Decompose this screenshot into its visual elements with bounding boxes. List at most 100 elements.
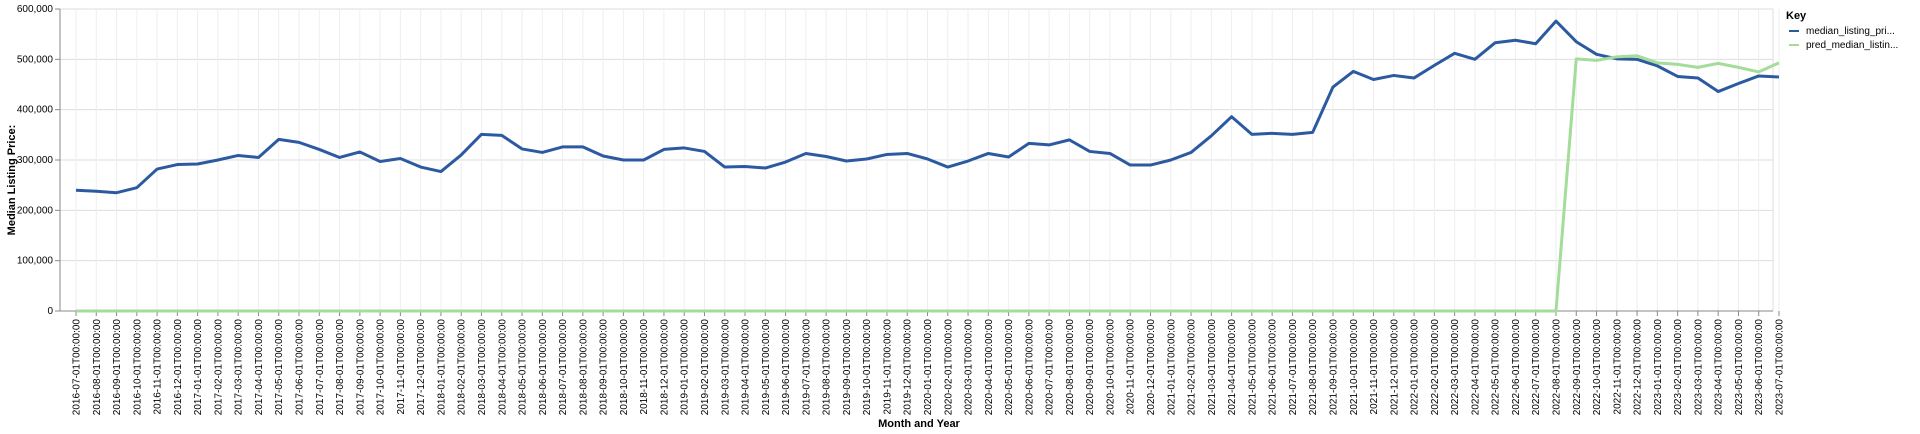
x-tick-label: 2018-10-01T00:00:00 xyxy=(619,319,630,416)
x-tick-label: 2022-09-01T00:00:00 xyxy=(1572,319,1583,416)
y-tick-label: 200,000 xyxy=(17,205,54,216)
series-line-1 xyxy=(75,19,1780,195)
x-tick-label: 2020-02-01T00:00:00 xyxy=(943,319,954,416)
x-tick-label: 2023-05-01T00:00:00 xyxy=(1734,319,1745,416)
x-tick-label: 2018-03-01T00:00:00 xyxy=(477,319,488,416)
y-axis-title: Median Listing Price: xyxy=(6,125,18,236)
x-tick-label: 2022-08-01T00:00:00 xyxy=(1551,319,1562,416)
x-tick-label: 2020-01-01T00:00:00 xyxy=(923,319,934,416)
x-tick-label: 2020-11-01T00:00:00 xyxy=(1126,319,1137,415)
x-tick-label: 2022-05-01T00:00:00 xyxy=(1491,319,1502,416)
x-tick-label: 2019-12-01T00:00:00 xyxy=(903,319,914,416)
x-tick-label: 2020-12-01T00:00:00 xyxy=(1146,319,1157,416)
x-tick-label: 2020-06-01T00:00:00 xyxy=(1024,319,1035,416)
x-tick-label: 2023-07-01T00:00:00 xyxy=(1775,319,1786,416)
y-tick-label: 100,000 xyxy=(17,256,54,267)
x-tick-label: 2021-10-01T00:00:00 xyxy=(1349,319,1360,416)
x-tick-label: 2016-10-01T00:00:00 xyxy=(132,319,143,416)
x-tick-label: 2022-11-01T00:00:00 xyxy=(1612,319,1623,415)
x-tick-label: 2019-02-01T00:00:00 xyxy=(700,319,711,416)
x-tick-label: 2018-09-01T00:00:00 xyxy=(599,319,610,416)
x-tick-label: 2022-06-01T00:00:00 xyxy=(1511,319,1522,416)
x-tick-label: 2019-06-01T00:00:00 xyxy=(781,319,792,416)
x-tick-label: 2021-12-01T00:00:00 xyxy=(1389,319,1400,416)
legend: Key median_listing_pri... pred_median_lis… xyxy=(1786,10,1898,51)
x-tick-label: 2017-06-01T00:00:00 xyxy=(295,319,306,416)
x-tick-label: 2018-02-01T00:00:00 xyxy=(457,319,468,416)
y-axis: 0 100,000 200,000 300,000 400,000 500,000 600,… xyxy=(17,4,61,317)
x-tick-label: 2018-01-01T00:00:00 xyxy=(436,319,447,416)
x-tick-label: 2017-03-01T00:00:00 xyxy=(234,319,245,416)
x-tick-label: 2023-02-01T00:00:00 xyxy=(1673,319,1684,416)
x-tick-label: 2022-04-01T00:00:00 xyxy=(1470,319,1481,416)
x-tick-label: 2017-12-01T00:00:00 xyxy=(416,319,427,416)
x-tick-label: 2018-08-01T00:00:00 xyxy=(578,319,589,416)
x-tick-label: 2022-12-01T00:00:00 xyxy=(1633,319,1644,416)
x-tick-label: 2021-02-01T00:00:00 xyxy=(1187,319,1198,416)
x-tick-label: 2018-07-01T00:00:00 xyxy=(558,319,569,416)
x-axis: 2016-07-01T00:00:00 2016-08-01T00:00:00 20… xyxy=(60,310,1786,416)
x-tick-label: 2023-04-01T00:00:00 xyxy=(1714,319,1725,416)
x-tick-label: 2021-06-01T00:00:00 xyxy=(1268,319,1279,416)
x-tick-label: 2019-05-01T00:00:00 xyxy=(761,319,772,416)
x-tick-label: 2017-04-01T00:00:00 xyxy=(254,319,265,416)
grid-lines xyxy=(60,8,1780,311)
x-tick-label: 2019-10-01T00:00:00 xyxy=(862,319,873,416)
x-tick-label: 2021-04-01T00:00:00 xyxy=(1227,319,1238,416)
x-tick-label: 2017-11-01T00:00:00 xyxy=(396,319,407,415)
x-tick-label: 2022-02-01T00:00:00 xyxy=(1430,319,1441,416)
y-tick-label: 0 xyxy=(47,306,53,317)
x-tick-label: 2022-07-01T00:00:00 xyxy=(1531,319,1542,416)
x-tick-label: 2018-04-01T00:00:00 xyxy=(497,319,508,416)
x-tick-label: 2021-11-01T00:00:00 xyxy=(1369,319,1380,415)
x-tick-label: 2022-03-01T00:00:00 xyxy=(1450,319,1461,416)
legend-label: pred_median_listin... xyxy=(1806,40,1898,51)
x-tick-label: 2020-10-01T00:00:00 xyxy=(1105,319,1116,416)
series-line-2 xyxy=(76,54,1780,313)
x-tick-label: 2021-07-01T00:00:00 xyxy=(1288,319,1299,416)
x-tick-label: 2018-12-01T00:00:00 xyxy=(659,319,670,416)
legend-title: Key xyxy=(1786,10,1807,22)
x-axis-title: Month and Year xyxy=(878,418,960,430)
x-tick-label: 2019-03-01T00:00:00 xyxy=(720,319,731,416)
x-tick-label: 2019-11-01T00:00:00 xyxy=(882,319,893,415)
x-tick-label: 2018-06-01T00:00:00 xyxy=(538,319,549,416)
x-tick-label: 2016-11-01T00:00:00 xyxy=(153,319,164,415)
x-tick-label: 2021-09-01T00:00:00 xyxy=(1328,319,1339,416)
x-tick-label: 2017-10-01T00:00:00 xyxy=(376,319,387,416)
x-tick-label: 2017-02-01T00:00:00 xyxy=(213,319,224,416)
x-tick-label: 2018-05-01T00:00:00 xyxy=(518,319,529,416)
x-tick-label: 2019-07-01T00:00:00 xyxy=(801,319,812,416)
x-tick-label: 2018-11-01T00:00:00 xyxy=(639,319,650,415)
y-tick-label: 400,000 xyxy=(17,105,54,116)
x-tick-label: 2020-05-01T00:00:00 xyxy=(1004,319,1015,416)
y-tick-label: 600,000 xyxy=(17,4,54,15)
x-tick-label: 2023-03-01T00:00:00 xyxy=(1693,319,1704,416)
x-tick-label: 2021-01-01T00:00:00 xyxy=(1166,319,1177,416)
x-tick-label: 2017-01-01T00:00:00 xyxy=(193,319,204,416)
y-tick-label: 300,000 xyxy=(17,155,54,166)
x-tick-label: 2019-04-01T00:00:00 xyxy=(741,319,752,416)
x-tick-label: 2020-03-01T00:00:00 xyxy=(964,319,975,416)
x-tick-label: 2021-05-01T00:00:00 xyxy=(1247,319,1258,416)
x-tick-label: 2019-01-01T00:00:00 xyxy=(680,319,691,416)
x-tick-label: 2016-09-01T00:00:00 xyxy=(112,319,123,416)
x-tick-label: 2017-09-01T00:00:00 xyxy=(355,319,366,416)
x-tick-label: 2016-12-01T00:00:00 xyxy=(173,319,184,416)
x-tick-label: 2022-10-01T00:00:00 xyxy=(1592,319,1603,416)
x-tick-label: 2016-07-01T00:00:00 xyxy=(72,319,83,416)
x-tick-label: 2021-03-01T00:00:00 xyxy=(1207,319,1218,416)
series-lines xyxy=(75,19,1780,313)
x-tick-label: 2021-08-01T00:00:00 xyxy=(1308,319,1319,416)
x-tick-label: 2020-09-01T00:00:00 xyxy=(1085,319,1096,416)
x-tick-label: 2020-04-01T00:00:00 xyxy=(984,319,995,416)
x-tick-label: 2022-01-01T00:00:00 xyxy=(1410,319,1421,416)
x-tick-label: 2017-08-01T00:00:00 xyxy=(335,319,346,416)
y-tick-label: 500,000 xyxy=(17,54,54,65)
x-tick-label: 2020-08-01T00:00:00 xyxy=(1065,319,1076,416)
legend-label: median_listing_pri... xyxy=(1806,26,1895,37)
x-tick-label: 2017-07-01T00:00:00 xyxy=(315,319,326,416)
x-tick-label: 2023-01-01T00:00:00 xyxy=(1653,319,1664,416)
x-tick-label: 2017-05-01T00:00:00 xyxy=(274,319,285,416)
